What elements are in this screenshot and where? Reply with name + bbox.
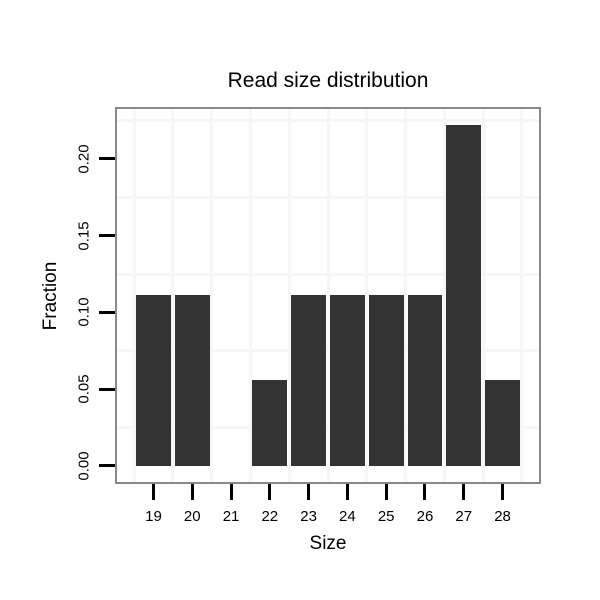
y-tick-label: 0.05 <box>75 374 93 404</box>
x-tick-label: 26 <box>416 508 434 525</box>
minor-gridline-vertical <box>404 109 408 482</box>
bar <box>329 295 365 466</box>
minor-gridline-vertical <box>171 109 175 482</box>
y-tick-label: 0.20 <box>75 144 93 174</box>
y-axis-tick <box>99 464 115 468</box>
bar <box>291 295 327 466</box>
bar <box>368 295 404 466</box>
minor-gridline-vertical <box>326 109 330 482</box>
y-axis-tick <box>99 310 115 314</box>
minor-gridline-vertical <box>520 109 524 482</box>
bar <box>136 295 171 466</box>
plot-panel <box>115 107 541 484</box>
bar <box>252 380 288 466</box>
minor-gridline-vertical <box>210 109 214 482</box>
bar <box>485 380 520 466</box>
x-axis-tick <box>462 484 466 500</box>
x-tick-label: 20 <box>183 508 201 525</box>
x-axis-tick <box>190 484 194 500</box>
x-tick-label: 24 <box>339 508 356 525</box>
minor-gridline-vertical <box>248 109 252 482</box>
x-axis-tick <box>268 484 272 500</box>
x-axis-tick <box>229 484 233 500</box>
bar <box>174 295 210 466</box>
x-tick-label: 19 <box>145 508 162 525</box>
x-axis-tick <box>151 484 155 500</box>
y-axis-label: Fraction <box>40 261 61 331</box>
x-tick-label: 21 <box>222 508 240 525</box>
x-tick-label: 23 <box>300 508 317 525</box>
minor-gridline-vertical <box>442 109 446 482</box>
x-tick-label: 22 <box>261 508 279 525</box>
minor-gridline-horizontal <box>117 119 539 123</box>
x-tick-label: 28 <box>494 508 511 525</box>
x-axis-tick <box>423 484 427 500</box>
x-axis-tick <box>384 484 388 500</box>
x-tick-label: 25 <box>377 508 395 525</box>
minor-gridline-vertical <box>365 109 369 482</box>
y-tick-label: 0.00 <box>75 451 93 481</box>
x-axis-tick <box>307 484 311 500</box>
bar <box>407 295 443 466</box>
y-tick-label: 0.10 <box>75 297 93 327</box>
minor-gridline-horizontal <box>117 195 539 199</box>
x-axis-tick <box>345 484 349 500</box>
minor-gridline-vertical <box>287 109 291 482</box>
chart-title: Read size distribution <box>227 69 429 92</box>
x-axis-tick <box>501 484 505 500</box>
y-axis-tick <box>99 234 115 238</box>
y-axis-tick <box>99 157 115 161</box>
minor-gridline-horizontal <box>117 349 539 353</box>
y-tick-label: 0.15 <box>75 221 93 251</box>
x-tick-label: 27 <box>455 508 473 525</box>
minor-gridline-horizontal <box>117 425 539 429</box>
bar <box>446 124 482 466</box>
x-axis-label: Size <box>309 533 347 554</box>
y-axis-tick <box>99 387 115 391</box>
minor-gridline-vertical <box>132 109 136 482</box>
minor-gridline-vertical <box>481 109 485 482</box>
minor-gridline-horizontal <box>117 272 539 276</box>
